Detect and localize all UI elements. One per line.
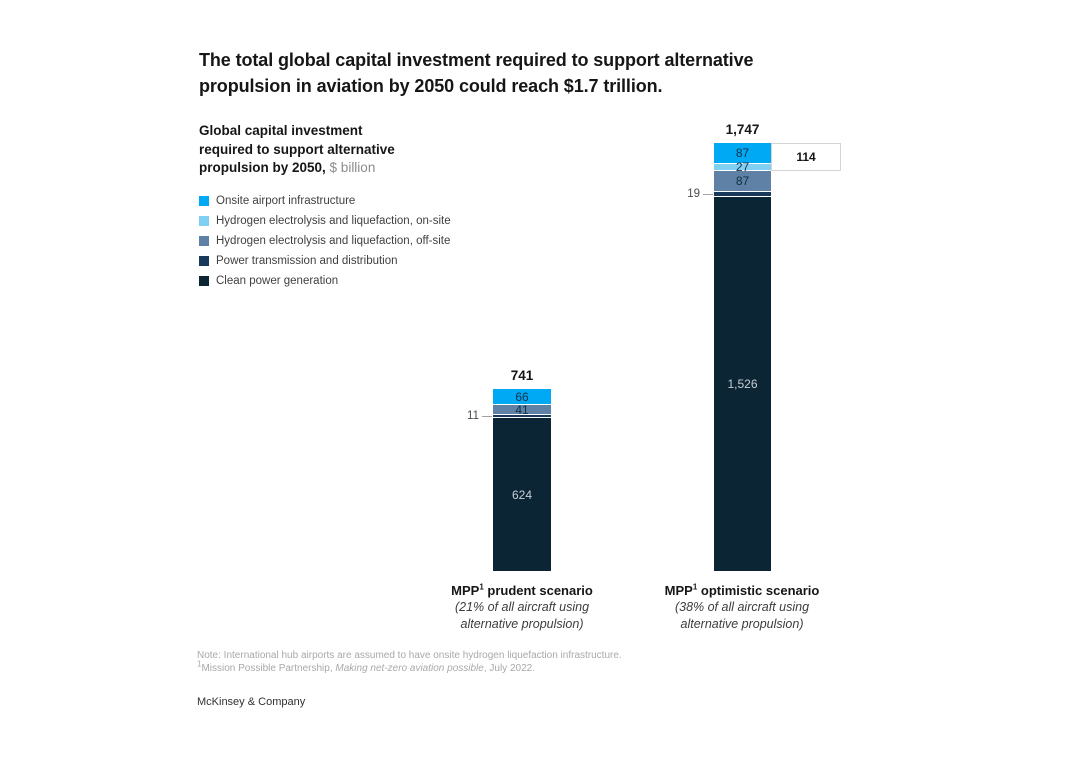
bar-segment: 66	[493, 389, 551, 405]
headline-line2: propulsion in aviation by 2050 could rea…	[199, 76, 663, 96]
legend-item: Power transmission and distribution	[199, 251, 451, 271]
segment-value-label: 41	[515, 402, 529, 417]
legend-item: Hydrogen electrolysis and liquefaction, …	[199, 231, 451, 251]
category-subtitle: (38% of all aircraft using alternative p…	[674, 600, 810, 631]
legend-item: Onsite airport infrastructure	[199, 191, 451, 211]
segment-value-label: 87	[735, 174, 750, 188]
legend-label: Power transmission and distribution	[216, 255, 398, 267]
segment-outside-label: 11	[467, 410, 479, 422]
legend-swatch	[199, 256, 209, 266]
legend-item: Hydrogen electrolysis and liquefaction, …	[199, 211, 451, 231]
segment-value-label: 1,526	[727, 377, 758, 391]
legend-label: Hydrogen electrolysis and liquefaction, …	[216, 215, 451, 227]
bar-segment: 41	[493, 402, 551, 417]
footnotes: Note: International hub airports are ass…	[197, 649, 622, 675]
bar-segment	[493, 415, 551, 418]
legend-swatch	[199, 236, 209, 246]
legend-label: Onsite airport infrastructure	[216, 195, 356, 207]
bar-label-prudent: MPP1 prudent scenario (21% of all aircra…	[427, 582, 617, 633]
legend: Onsite airport infrastructure Hydrogen el…	[199, 191, 451, 291]
bar-segment: 1,526	[714, 197, 771, 571]
category-name: MPP1 optimistic scenario	[664, 582, 820, 598]
legend-label: Hydrogen electrolysis and liquefaction, …	[216, 235, 451, 247]
legend-label: Clean power generation	[216, 275, 339, 287]
category-name: MPP1 prudent scenario	[451, 582, 593, 598]
bar-total-label: 741	[510, 368, 534, 383]
segment-outside-label: 19	[687, 188, 700, 200]
footnote-line2: 1Mission Possible Partnership, Making ne…	[197, 659, 535, 674]
legend-swatch	[199, 276, 209, 286]
label-leader-line	[703, 194, 713, 195]
bar-segment: 624	[493, 418, 551, 571]
mckinsey-logo-text: McKinsey & Company	[197, 696, 306, 708]
segment-value-label: 87	[735, 146, 750, 160]
legend-swatch	[199, 216, 209, 226]
segment-value-label: 27	[735, 160, 750, 174]
footnote-line1: Note: International hub airports are ass…	[197, 650, 622, 661]
bar-segment: 87	[714, 171, 771, 192]
segment-value-label: 624	[511, 487, 533, 502]
legend-item: Clean power generation	[199, 271, 451, 291]
category-subtitle: (21% of all aircraft using alternative p…	[454, 600, 590, 631]
headline-line1: The total global capital investment requ…	[199, 50, 754, 70]
bar-segment	[714, 192, 771, 197]
label-leader-line	[482, 416, 492, 417]
subtitle-unit: $ billion	[329, 160, 376, 175]
bar-segment: 87	[714, 143, 771, 164]
segment-value-label: 66	[515, 389, 529, 404]
subtitle-line2: required to support alternative	[199, 141, 395, 157]
callout-box: 114	[771, 143, 841, 171]
chart-subtitle: Global capital investment required to su…	[199, 122, 499, 178]
bar-total-label: 1,747	[725, 122, 760, 137]
bar-label-optimistic: MPP1 optimistic scenario (38% of all air…	[647, 582, 837, 633]
bar-segment: 27	[714, 160, 771, 174]
legend-swatch	[199, 196, 209, 206]
chart-headline: The total global capital investment requ…	[199, 47, 859, 99]
subtitle-line1: Global capital investment	[199, 123, 363, 138]
subtitle-line3: propulsion by 2050,	[199, 160, 326, 175]
